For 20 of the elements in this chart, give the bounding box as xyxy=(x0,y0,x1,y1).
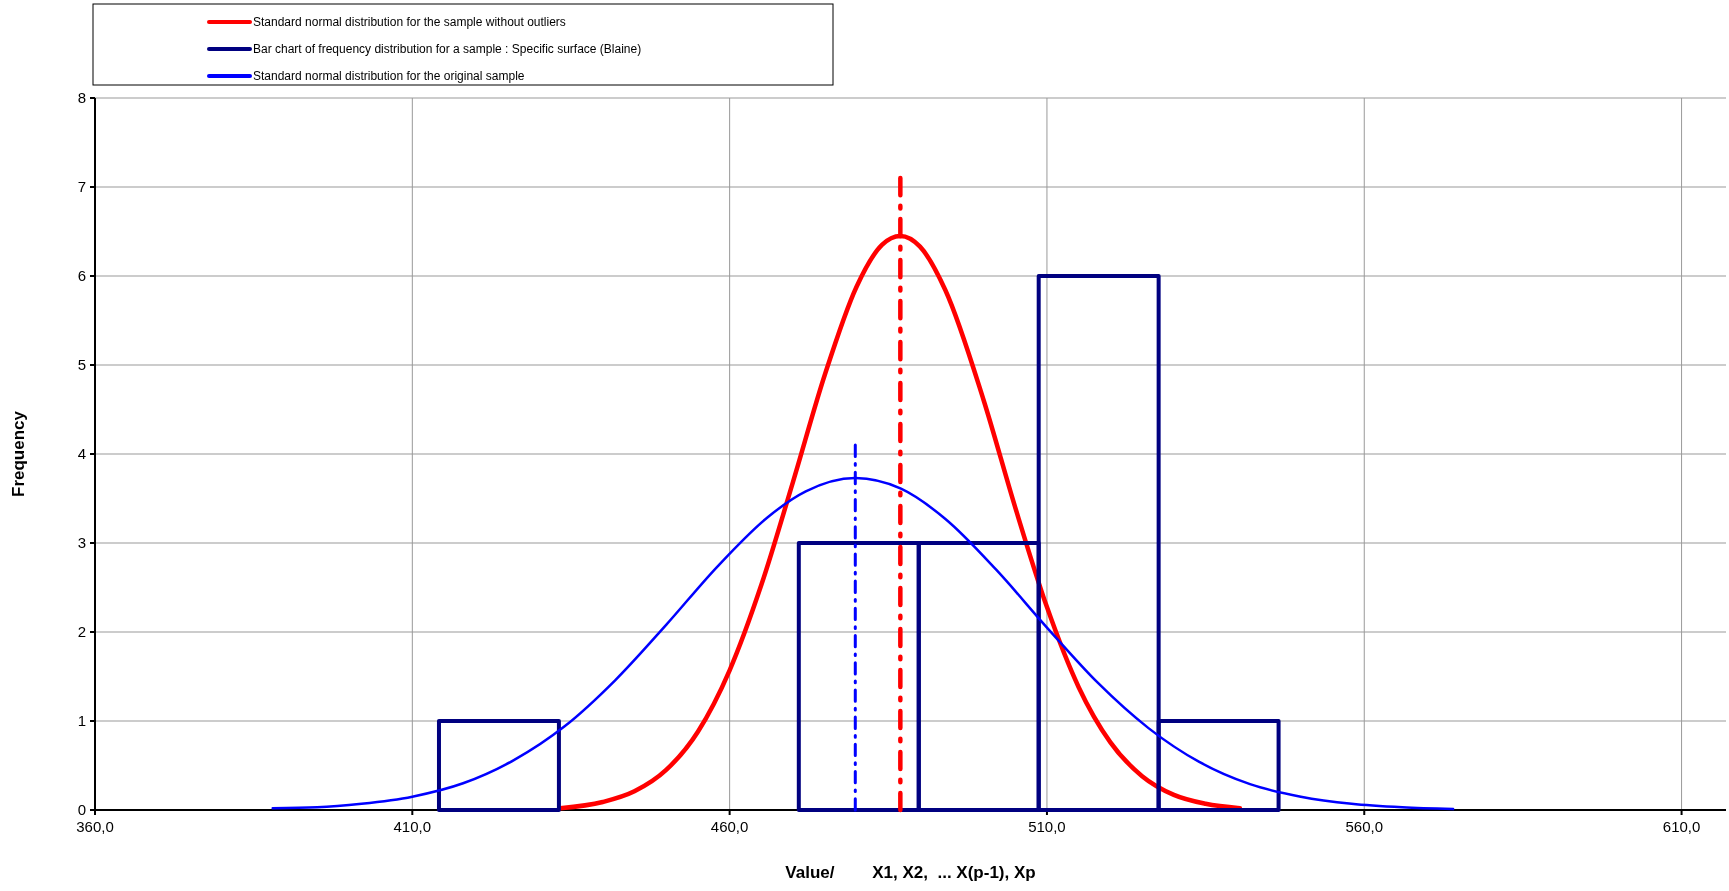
x-tick-label: 410,0 xyxy=(393,818,432,835)
x-tick-label: 510,0 xyxy=(1028,818,1066,835)
y-tick-label: 6 xyxy=(77,267,86,284)
y-tick-label: 0 xyxy=(77,801,86,818)
x-tick-label: 560,0 xyxy=(1345,818,1384,835)
y-tick-label: 1 xyxy=(77,712,86,729)
x-tick-label: 460,0 xyxy=(710,818,749,835)
y-tick-label: 8 xyxy=(77,89,86,106)
x-tick-label: 360,0 xyxy=(76,818,114,835)
x-tick-label: 610,0 xyxy=(1662,818,1701,835)
x-axis-title: Value/ X1, X2, ... X(p-1), Xp xyxy=(785,863,1036,882)
y-tick-label: 3 xyxy=(77,534,86,551)
legend-label: Bar chart of frequency distribution for a sample : Specific surface (Blaine) xyxy=(253,42,642,56)
legend-label: Standard normal distribution for the sample without outliers xyxy=(253,15,566,29)
y-tick-label: 2 xyxy=(77,623,86,640)
y-tick-label: 5 xyxy=(77,356,86,373)
legend-label: Standard normal distribution for the original sample xyxy=(253,69,525,83)
y-axis-title: Frequency xyxy=(9,410,28,497)
y-tick-label: 4 xyxy=(77,445,86,462)
y-tick-label: 7 xyxy=(77,178,86,195)
